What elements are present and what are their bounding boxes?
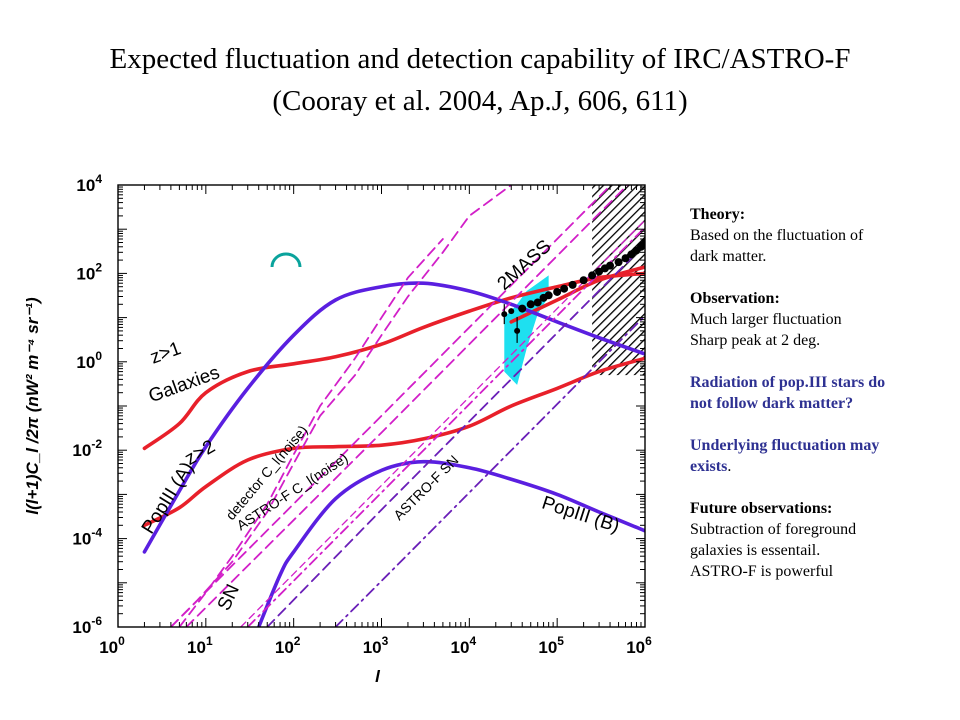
- y-tick-label: 104: [76, 172, 102, 195]
- underlying-fluctuation-period: .: [727, 458, 732, 475]
- y-axis-label: l(l+1)C_l /2π (nW² m⁻⁴ sr⁻¹): [23, 297, 42, 515]
- observation-text-1: Much larger fluctuation: [690, 311, 842, 328]
- data-point: [560, 284, 569, 293]
- series-line-8: [169, 185, 513, 627]
- x-axis-label: l: [375, 667, 381, 686]
- underlying-fluctuation-1: Underlying fluctuation may: [690, 437, 880, 454]
- data-point: [526, 300, 535, 309]
- x-tick-label: 106: [626, 634, 652, 657]
- future-heading: Future observations:: [690, 500, 833, 517]
- data-point: [508, 308, 515, 315]
- series-line-7: [240, 219, 645, 627]
- series-line-11: [334, 314, 645, 627]
- slide-subtitle-citation: (Cooray et al. 2004, Ap.J, 606, 611): [272, 85, 688, 117]
- series-line-6: [169, 185, 613, 627]
- y-tick-label: 102: [76, 260, 102, 283]
- series-line-4: [256, 459, 645, 627]
- data-point: [568, 280, 577, 289]
- data-point: [533, 298, 542, 307]
- future-text-1: Subtraction of foreground: [690, 521, 857, 538]
- data-point: [553, 287, 562, 296]
- arc-marker-icon: [270, 252, 302, 268]
- x-tick-label: 102: [275, 634, 301, 657]
- popiii-question-2: not follow dark matter?: [690, 395, 854, 412]
- underlying-fluctuation-2: exists: [690, 458, 728, 475]
- data-point: [588, 271, 597, 280]
- future-text-3: ASTRO-F is powerful: [690, 563, 834, 580]
- x-tick-label: 100: [99, 634, 125, 657]
- series-line-1: [142, 356, 645, 528]
- plot-area: [118, 185, 645, 627]
- notes-panel: Theory: Based on the fluctuation of dark…: [690, 204, 958, 582]
- theory-text-2: dark matter.: [690, 248, 767, 265]
- future-text-2: galaxies is essentail.: [690, 542, 821, 559]
- y-tick-label: 100: [76, 349, 102, 372]
- observation-text-2: Sharp peak at 2 deg.: [690, 332, 821, 349]
- data-point: [595, 267, 604, 276]
- x-tick-label: 104: [451, 634, 477, 657]
- popiii-question-1: Radiation of pop.III stars do: [690, 374, 886, 391]
- y-tick-label: 10-2: [72, 437, 102, 460]
- fluctuation-chart: 100 101 102 103 104 105 106 10-6 10-4 10-2 100 102 1…: [23, 172, 652, 686]
- data-point: [606, 261, 615, 270]
- y-tick-label: 10-6: [72, 614, 102, 637]
- data-point: [579, 276, 588, 285]
- x-tick-label: 105: [538, 634, 564, 657]
- x-tick-label: 103: [363, 634, 389, 657]
- series-line-5: [185, 185, 629, 627]
- data-point: [518, 304, 527, 313]
- series-line-9: [178, 238, 444, 627]
- series-line-0: [142, 271, 645, 451]
- underlying-fluctuation-2-line: exists.: [690, 456, 958, 477]
- slide-title: Expected fluctuation and detection capab…: [109, 43, 851, 75]
- series-line-3: [142, 281, 645, 554]
- series-line-10: [266, 243, 645, 627]
- observation-heading: Observation:: [690, 290, 780, 307]
- theory-heading: Theory:: [690, 206, 746, 223]
- data-point: [621, 254, 630, 263]
- data-point: [614, 258, 623, 267]
- x-tick-label: 101: [187, 634, 213, 657]
- y-tick-label: 10-4: [72, 526, 102, 549]
- theory-text-1: Based on the fluctuation of: [690, 227, 864, 244]
- data-point: [544, 291, 553, 300]
